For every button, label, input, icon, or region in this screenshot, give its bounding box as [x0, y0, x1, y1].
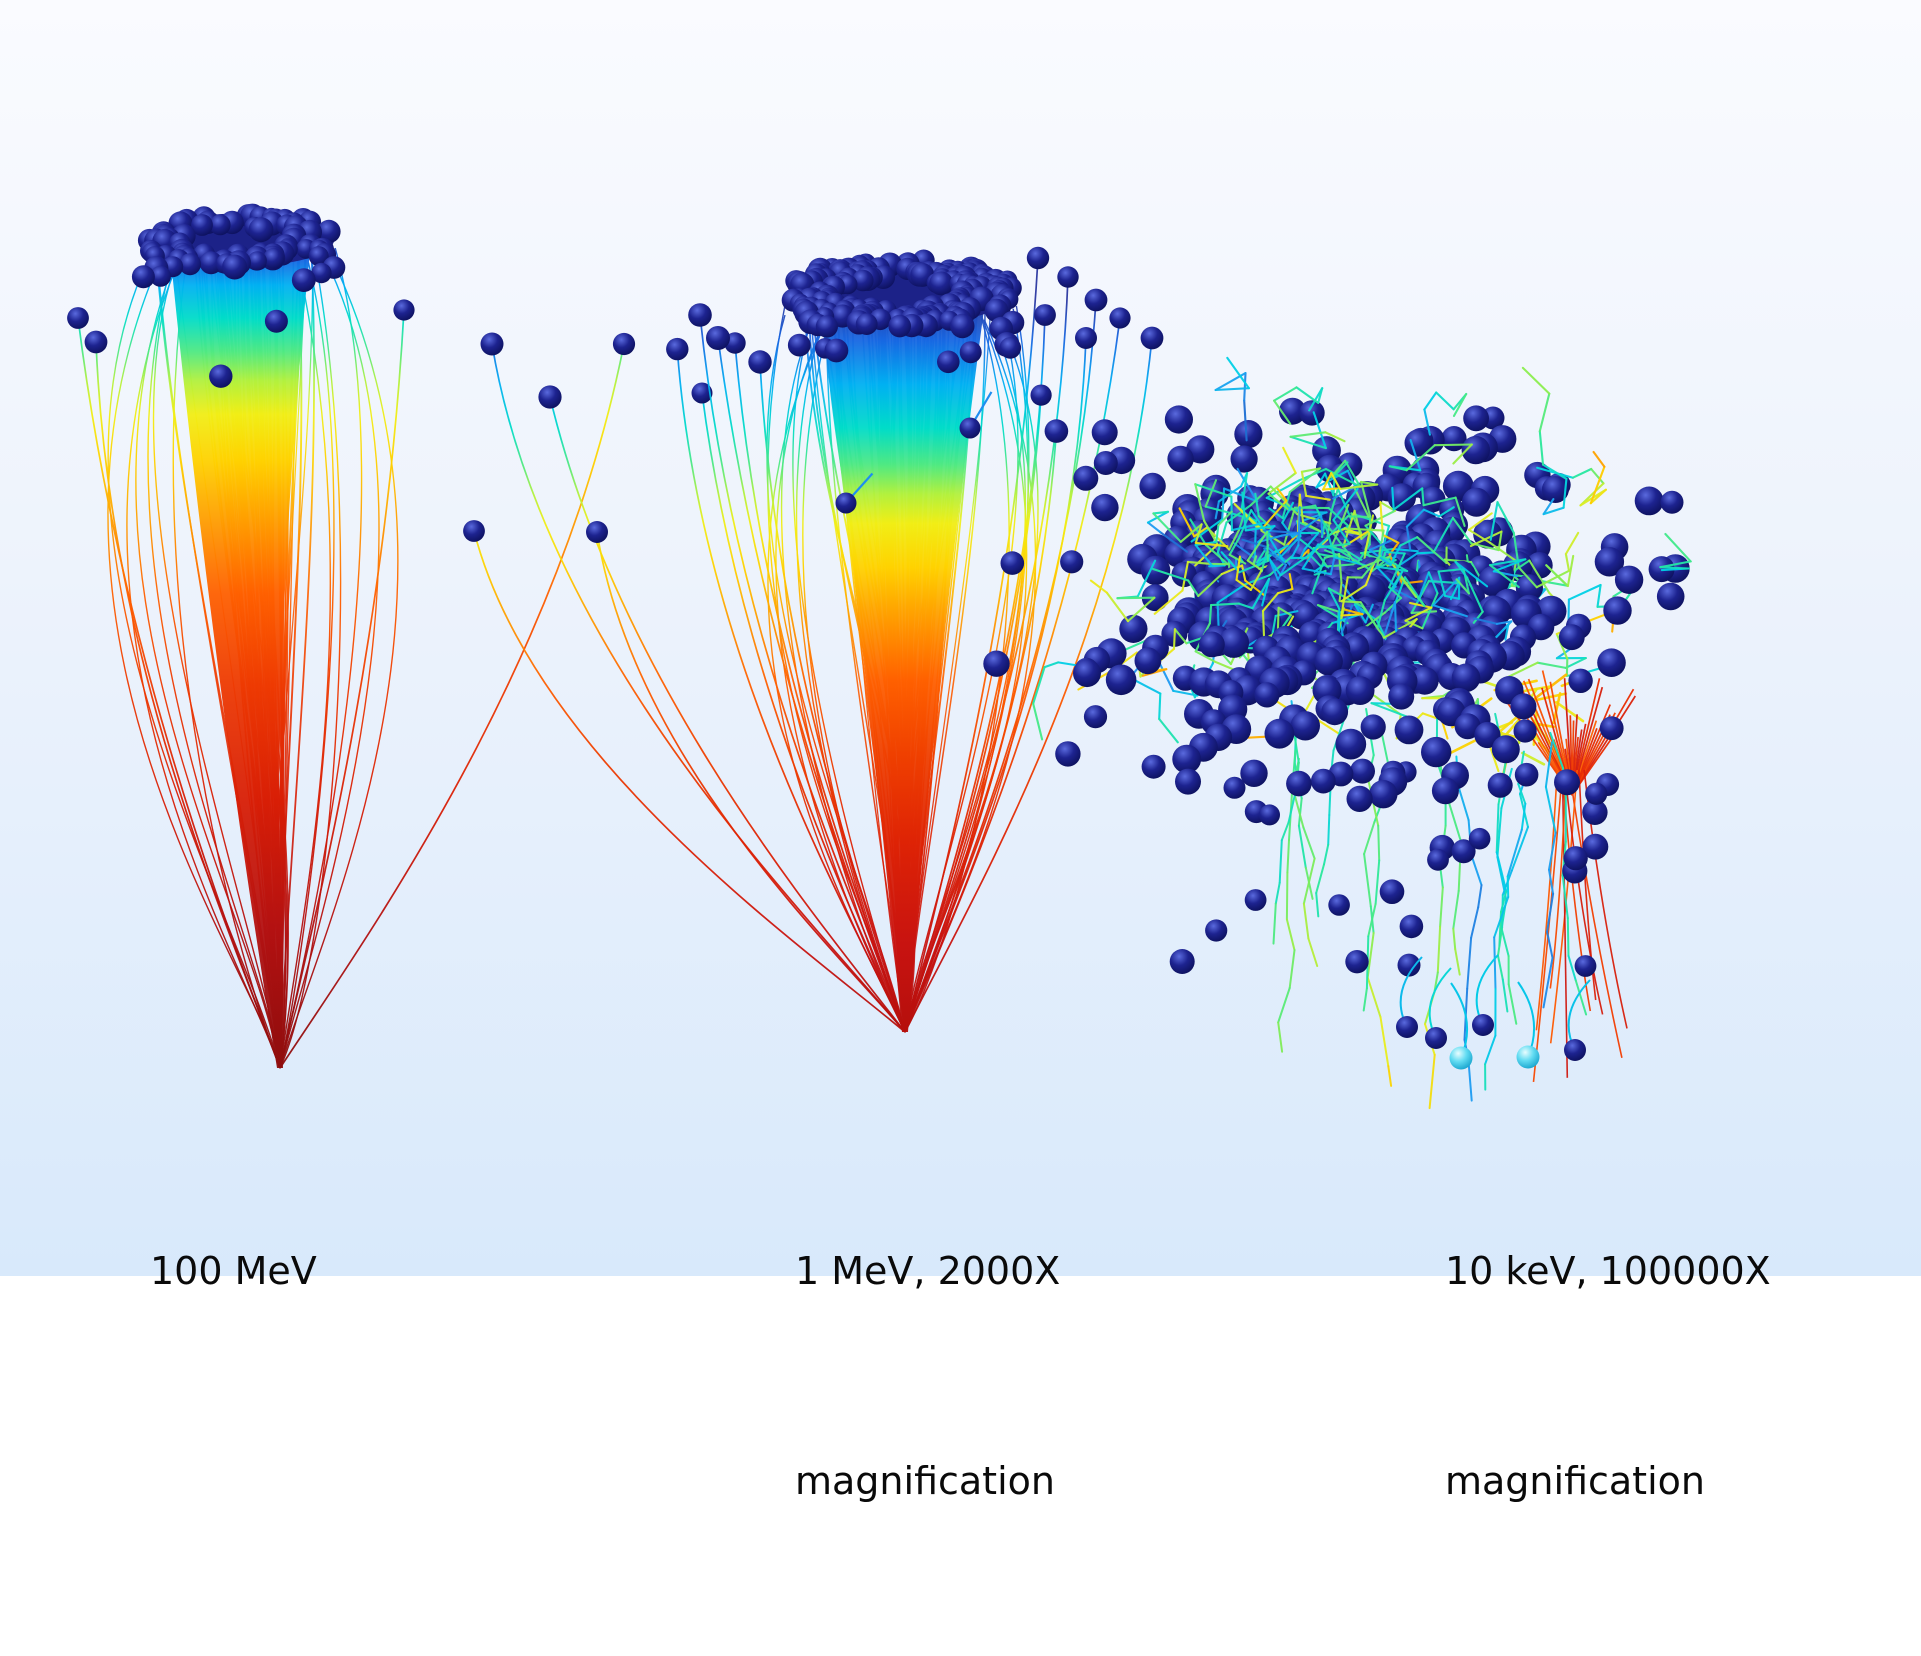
panel-label-line1: 1 MeV, 2000X [795, 1236, 1060, 1306]
panel-label-line2: magnification [1445, 1446, 1771, 1516]
panel-label-100mev: 100 MeV [150, 1096, 317, 1586]
panel-label-line1: 100 MeV [150, 1236, 317, 1306]
blob-10kev [983, 358, 1690, 1108]
simulation-canvas: 100 MeV 1 MeV, 2000X magnification 10 ke… [0, 0, 1921, 1276]
panel-label-line1: 10 keV, 100000X [1445, 1236, 1771, 1306]
beam-100mev [67, 204, 635, 1068]
panel-label-1mev: 1 MeV, 2000X magnification [795, 1096, 1060, 1656]
panel-label-line2: magnification [795, 1446, 1060, 1516]
panel-label-10kev: 10 keV, 100000X magnification [1445, 1096, 1771, 1656]
beam-1mev [463, 247, 1163, 1032]
trajectory-plot-svg [0, 0, 1921, 1276]
